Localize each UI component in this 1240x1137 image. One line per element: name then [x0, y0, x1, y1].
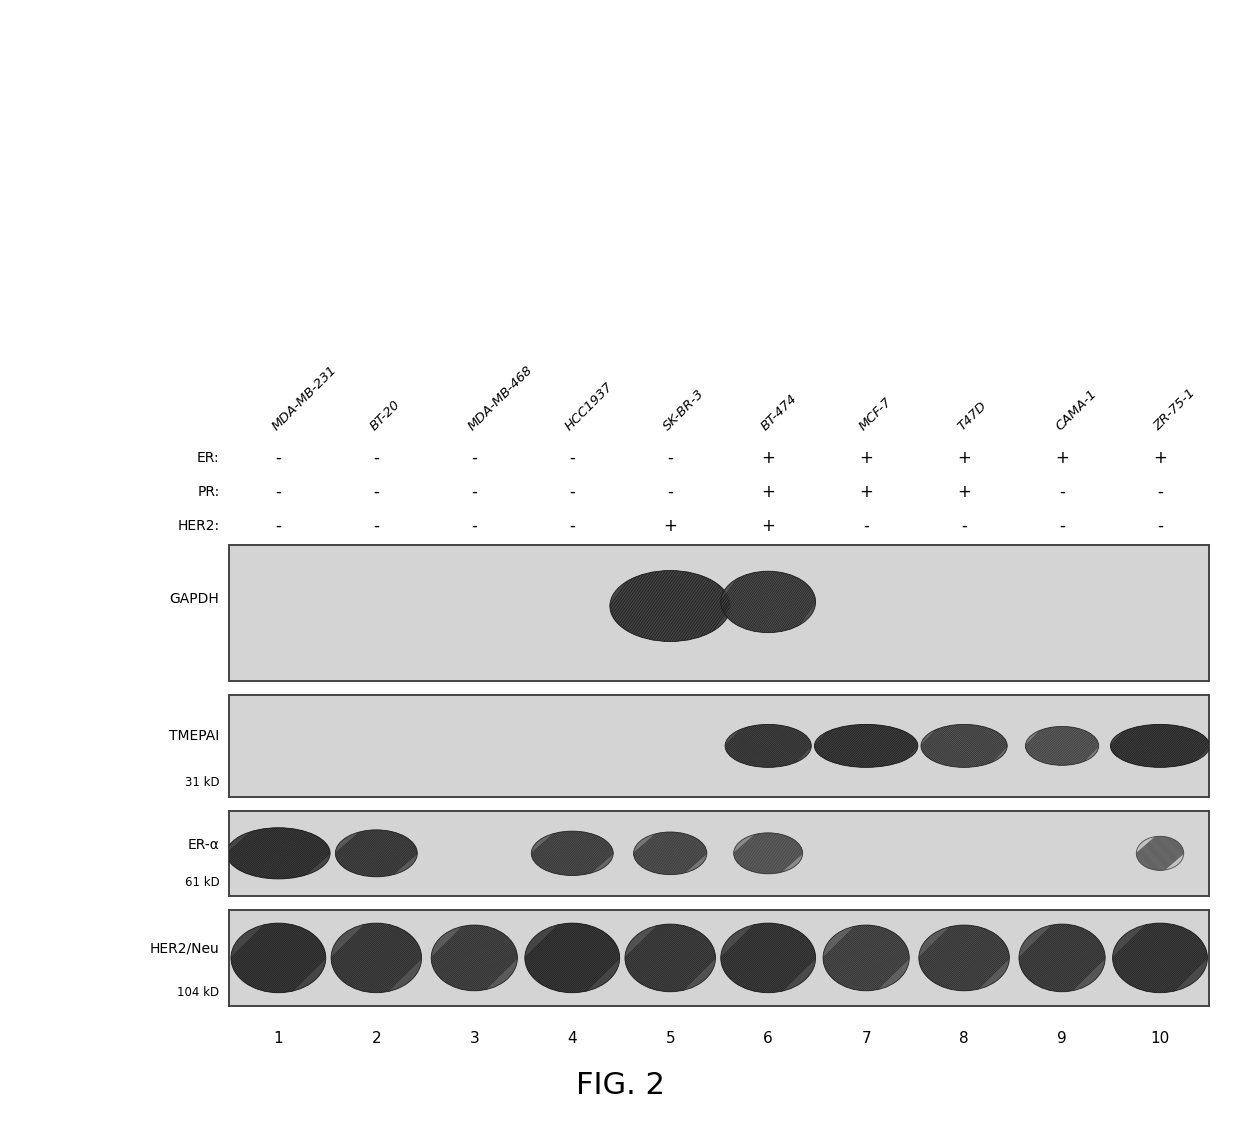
Ellipse shape [610, 571, 730, 641]
Text: MCF-7: MCF-7 [857, 395, 895, 432]
Text: 8: 8 [960, 1031, 968, 1046]
Text: -: - [667, 483, 673, 500]
Text: -: - [667, 449, 673, 466]
Text: +: + [1153, 449, 1167, 466]
Text: 1: 1 [274, 1031, 283, 1046]
Text: -: - [275, 517, 281, 534]
Text: -: - [863, 517, 869, 534]
Text: HCC1937: HCC1937 [563, 380, 616, 432]
Text: 3: 3 [470, 1031, 479, 1046]
Text: 31 kD: 31 kD [185, 775, 219, 789]
Text: +: + [957, 483, 971, 500]
Ellipse shape [1112, 923, 1208, 993]
Text: -: - [961, 517, 967, 534]
Text: -: - [1059, 483, 1065, 500]
Text: FIG. 2: FIG. 2 [575, 1071, 665, 1101]
Text: -: - [569, 483, 575, 500]
Ellipse shape [921, 724, 1007, 767]
Text: -: - [373, 483, 379, 500]
Text: 9: 9 [1058, 1031, 1066, 1046]
Text: ER-α: ER-α [187, 838, 219, 852]
Text: 5: 5 [666, 1031, 675, 1046]
Text: PR:: PR: [197, 484, 219, 499]
Text: +: + [1055, 449, 1069, 466]
Text: CAMA-1: CAMA-1 [1053, 387, 1099, 432]
Text: +: + [761, 449, 775, 466]
Text: 4: 4 [568, 1031, 577, 1046]
Text: +: + [761, 483, 775, 500]
Ellipse shape [720, 923, 816, 993]
Text: -: - [471, 449, 477, 466]
Ellipse shape [335, 830, 418, 877]
Ellipse shape [919, 926, 1009, 990]
Text: 61 kD: 61 kD [185, 877, 219, 889]
Ellipse shape [432, 926, 517, 990]
Text: -: - [471, 517, 477, 534]
Text: +: + [859, 483, 873, 500]
Ellipse shape [720, 571, 816, 632]
Text: -: - [275, 483, 281, 500]
Text: T47D: T47D [955, 399, 990, 432]
Text: 7: 7 [862, 1031, 870, 1046]
Ellipse shape [227, 828, 330, 879]
Text: 10: 10 [1151, 1031, 1169, 1046]
Text: -: - [373, 517, 379, 534]
Ellipse shape [734, 832, 802, 873]
Text: -: - [275, 449, 281, 466]
Ellipse shape [1019, 924, 1105, 991]
Text: 104 kD: 104 kD [177, 986, 219, 998]
Text: ZR-75-1: ZR-75-1 [1151, 385, 1198, 432]
Ellipse shape [525, 923, 620, 993]
Text: +: + [859, 449, 873, 466]
Text: TMEPAI: TMEPAI [169, 729, 219, 742]
Text: GAPDH: GAPDH [170, 592, 219, 606]
Text: -: - [1059, 517, 1065, 534]
Text: -: - [373, 449, 379, 466]
Ellipse shape [331, 923, 422, 993]
Text: 6: 6 [764, 1031, 773, 1046]
Text: -: - [471, 483, 477, 500]
Text: -: - [1157, 517, 1163, 534]
Text: +: + [663, 517, 677, 534]
Ellipse shape [231, 923, 326, 993]
Text: BT-474: BT-474 [759, 391, 800, 432]
Text: -: - [569, 449, 575, 466]
Text: MDA-MB-231: MDA-MB-231 [269, 363, 339, 432]
Text: +: + [957, 449, 971, 466]
Ellipse shape [815, 724, 918, 767]
Ellipse shape [1025, 727, 1099, 765]
Ellipse shape [1136, 836, 1184, 871]
Ellipse shape [1111, 724, 1209, 767]
Text: HER2:: HER2: [177, 518, 219, 533]
Text: +: + [761, 517, 775, 534]
Ellipse shape [531, 831, 614, 875]
Text: -: - [1157, 483, 1163, 500]
Text: HER2/Neu: HER2/Neu [150, 941, 219, 955]
Text: ER:: ER: [197, 450, 219, 465]
Text: MDA-MB-468: MDA-MB-468 [465, 363, 534, 432]
Ellipse shape [725, 724, 811, 767]
Text: -: - [569, 517, 575, 534]
Text: BT-20: BT-20 [367, 397, 403, 432]
Ellipse shape [823, 926, 909, 990]
Ellipse shape [625, 924, 715, 991]
Ellipse shape [634, 832, 707, 874]
Text: SK-BR-3: SK-BR-3 [661, 387, 707, 432]
Text: 2: 2 [372, 1031, 381, 1046]
